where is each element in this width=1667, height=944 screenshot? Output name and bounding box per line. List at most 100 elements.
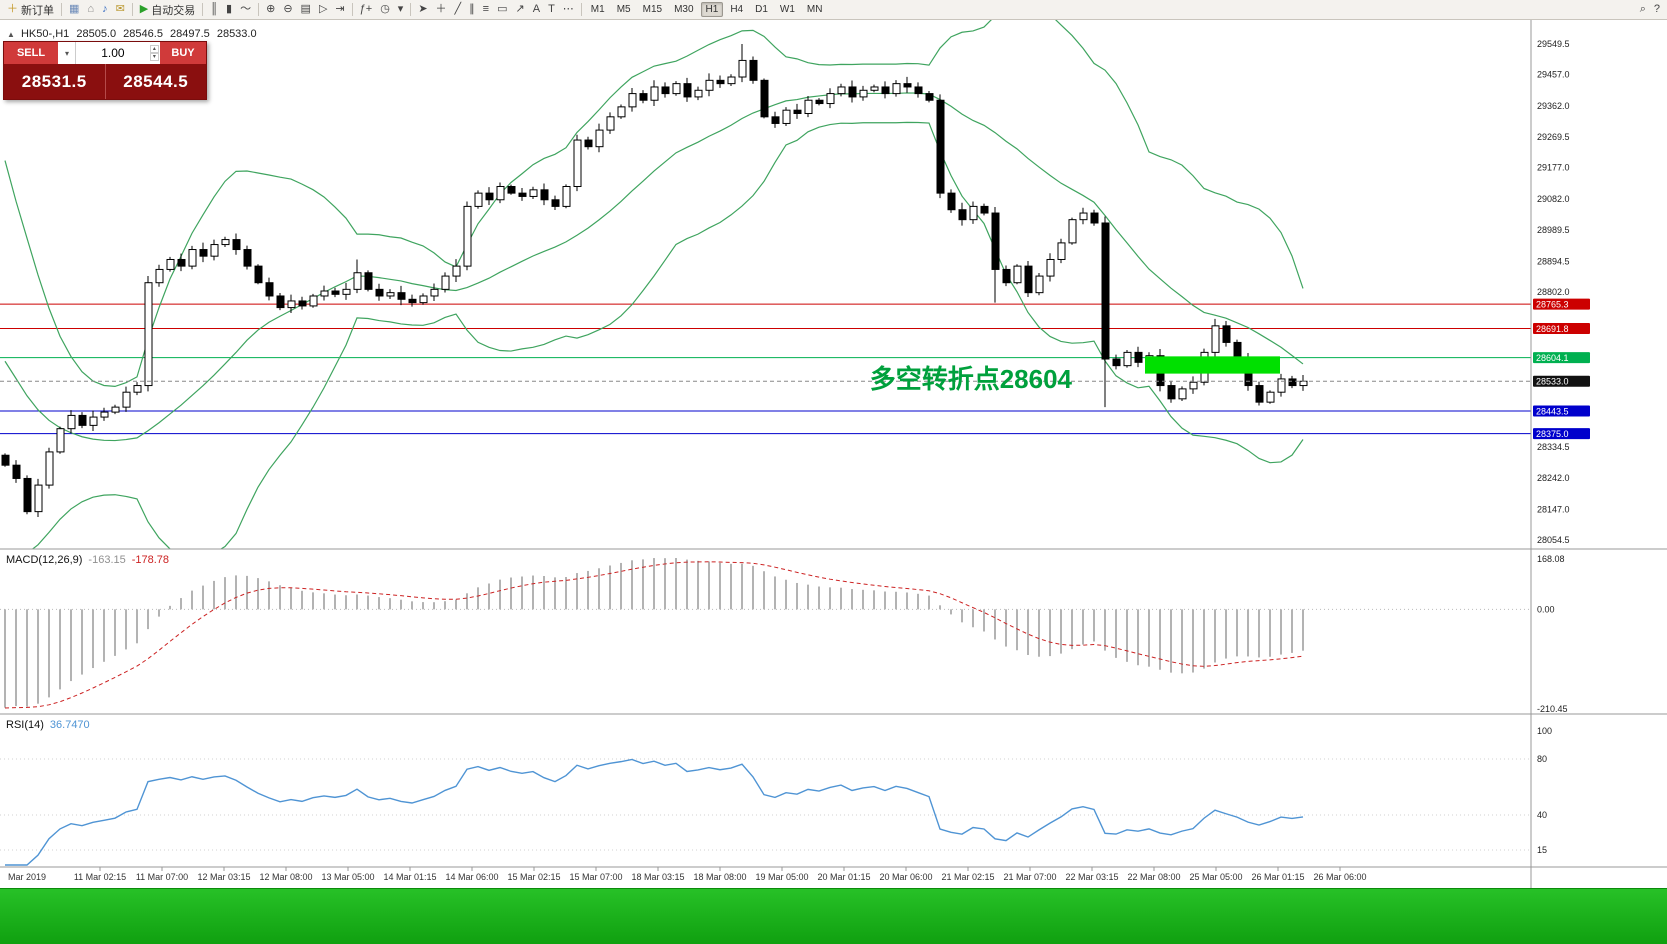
price-scale-label: 29457.0 <box>1537 70 1570 80</box>
time-axis-label: 26 Mar 06:00 <box>1313 872 1366 882</box>
alert-icon[interactable]: ♪ <box>98 0 112 19</box>
trendline-icon[interactable]: ╱ <box>451 0 466 19</box>
annotation-turning-point[interactable]: 多空转折点28604 <box>870 364 1073 394</box>
rsi-scale-label: 15 <box>1537 845 1547 855</box>
new-order-glyph: ＋ <box>7 3 18 15</box>
candlestick <box>529 189 538 197</box>
candlestick <box>78 414 87 426</box>
mail-icon-glyph: ✉ <box>115 3 125 15</box>
text-label-icon-glyph: T <box>548 3 555 15</box>
autotrading-button-label: 自动交易 <box>151 4 196 17</box>
help-icon: ? <box>1653 3 1660 15</box>
candlestick <box>848 86 857 98</box>
candlestick <box>1013 265 1022 284</box>
bid-price[interactable]: 28531.5 <box>4 64 106 99</box>
autotrading-button[interactable]: ▶ 自动交易 <box>136 0 199 19</box>
more-tools-icon[interactable]: ⋯ <box>559 0 578 19</box>
candlestick <box>705 79 714 91</box>
timeframe-d1-button[interactable]: D1 <box>755 4 768 15</box>
timeframe-mn-button[interactable]: MN <box>806 4 823 15</box>
arrows-icon[interactable]: ↗ <box>512 0 529 19</box>
candlestick <box>551 199 560 207</box>
chart-canvas[interactable]: 29549.5 29457.0 29362.0 29269.5 29177.0 29082… <box>0 20 1667 888</box>
price-scale-label: 29549.5 <box>1537 39 1570 49</box>
candlestick <box>1068 219 1077 244</box>
fibonacci-icon[interactable]: ≡ <box>479 0 493 19</box>
candlestick <box>562 185 571 207</box>
macd-label: MACD(12,26,9) -163.15 -178.78 <box>6 554 169 566</box>
text-icon[interactable]: A <box>529 0 544 19</box>
zoom-in-icon[interactable]: ⊕ <box>262 0 279 19</box>
current-price-badge <box>1533 375 1590 387</box>
timeframe-m1-button[interactable]: M1 <box>590 4 605 15</box>
volume-increase-icon[interactable]: ▴ <box>149 45 159 53</box>
candlestick <box>914 86 923 95</box>
channel-icon[interactable]: ∥ <box>465 0 479 19</box>
line-chart-icon[interactable]: ～ <box>236 0 255 19</box>
price-level-badge-label: 28604.1 <box>1536 353 1569 363</box>
highlight-rectangle[interactable] <box>1145 356 1280 374</box>
candlestick <box>782 109 791 124</box>
price-level-badge-label: 28443.5 <box>1536 406 1569 416</box>
indicators-button[interactable]: ƒ+ <box>356 0 377 19</box>
cursor-icon-glyph: ➤ <box>418 3 428 15</box>
volume-dropdown-icon[interactable]: ▾ <box>59 42 77 64</box>
candlestick <box>364 272 373 290</box>
trendline-icon-glyph: ╱ <box>454 3 462 15</box>
charts-window-icon[interactable]: ▦ <box>65 0 83 19</box>
candlestick <box>1079 212 1088 221</box>
volume-input[interactable] <box>76 45 150 61</box>
text-icon-glyph: A <box>532 3 541 15</box>
toolbar-separator <box>258 3 260 16</box>
timeframe-m30-button[interactable]: M30 <box>674 4 694 15</box>
tile-windows-icon[interactable]: ▤ <box>297 0 315 19</box>
candlestick <box>221 239 230 246</box>
candlestick <box>188 249 197 267</box>
chart-shift-icon[interactable]: ⇥ <box>331 0 348 19</box>
candlestick <box>232 239 241 251</box>
new-order-button[interactable]: ＋新订单 <box>3 0 58 19</box>
time-scale[interactable]: Mar 2019 11 Mar 02:15 11 Mar 07:00 12 Mar 0… <box>8 867 1367 882</box>
price-scale-label: 28989.5 <box>1537 225 1570 235</box>
crosshair-icon[interactable]: ＋ <box>432 0 451 19</box>
timeframe-w1-button[interactable]: W1 <box>779 4 795 15</box>
volume-decrease-icon[interactable]: ▾ <box>149 53 159 61</box>
timeframe-h4-button[interactable]: H4 <box>730 4 744 15</box>
periods-button[interactable]: ◷ <box>376 0 394 19</box>
profiles-icon[interactable]: ⌂ <box>83 0 98 19</box>
price-scale-label: 28894.5 <box>1537 256 1570 266</box>
zoom-out-icon[interactable]: ⊖ <box>279 0 296 19</box>
chart-area: ▲ HK50-,H1 28505.0 28546.5 28497.5 28533… <box>0 20 1667 888</box>
price-scale[interactable]: 29549.5 29457.0 29362.0 29269.5 29177.0 29082… <box>1530 20 1590 888</box>
candlestick <box>1057 242 1066 260</box>
timeframe-m5-button[interactable]: M5 <box>616 4 631 15</box>
search-icon[interactable]: ⌕ <box>1636 0 1650 19</box>
auto-scroll-icon[interactable]: ▷ <box>315 0 331 19</box>
cursor-icon[interactable]: ➤ <box>414 0 431 19</box>
timeframe-m15-button[interactable]: M15 <box>642 4 663 15</box>
rsi-scale-label: 40 <box>1537 810 1547 820</box>
candlestick <box>1090 212 1099 224</box>
candlestick <box>947 192 956 211</box>
timeframe-h1-button[interactable]: H1 <box>700 2 724 17</box>
shapes-icon[interactable]: ▭ <box>493 0 511 19</box>
candlestick <box>111 406 120 413</box>
candlestick <box>1167 385 1176 400</box>
price-scale-label: 29177.0 <box>1537 163 1570 173</box>
ask-price[interactable]: 28544.5 <box>123 71 189 91</box>
bar-chart-icon[interactable]: ║ <box>206 0 222 19</box>
candlestick-chart-icon[interactable]: ▮ <box>222 0 236 19</box>
candlestick <box>694 89 703 98</box>
auto-scroll-icon-glyph: ▷ <box>318 3 328 15</box>
text-label-icon[interactable]: T <box>544 0 559 19</box>
candlestick <box>1266 391 1275 403</box>
buy-button[interactable]: BUY <box>159 42 206 64</box>
price-level-badge <box>1533 352 1590 364</box>
templates-button[interactable]: ▾ <box>394 0 408 19</box>
sell-button[interactable]: SELL <box>4 42 59 64</box>
mail-icon[interactable]: ✉ <box>112 0 129 19</box>
help-icon[interactable]: ? <box>1650 0 1664 19</box>
toolbar: ＋新订单 ▦ ⌂ ♪ ✉ ▶ 自动交易 ║ ▮ ～ ⊕ ⊖ ▤ ▷ ⇥ ƒ+ ◷ ▾ ➤ ＋ ╱ ∥ ≡ ▭ ↗ A T ⋯ M1 M5 M… <box>0 0 1667 20</box>
candlestick <box>122 391 131 408</box>
candlestick <box>1277 378 1286 393</box>
